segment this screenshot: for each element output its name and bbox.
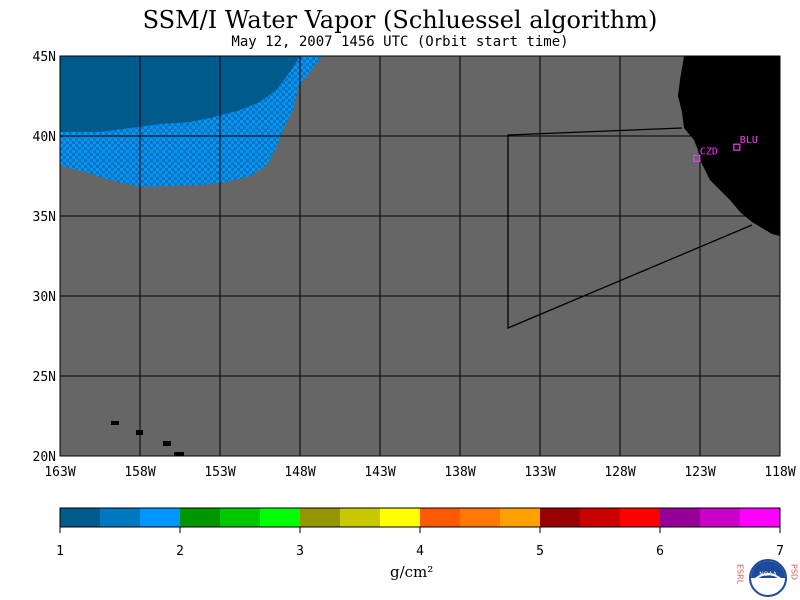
colorbar-swatch <box>500 508 540 527</box>
logo-center-text: NOAA <box>759 571 777 578</box>
lon-label: 128W <box>604 465 635 480</box>
colorbar-tick-label: 5 <box>536 544 544 559</box>
colorbar-swatch <box>540 508 580 527</box>
colorbar-swatch <box>420 508 460 527</box>
colorbar-swatch <box>460 508 500 527</box>
lon-label: 133W <box>524 465 555 480</box>
colorbar-swatch <box>300 508 340 527</box>
lon-label: 163W <box>44 465 75 480</box>
colorbar-swatch <box>380 508 420 527</box>
colorbar-swatch <box>220 508 260 527</box>
lat-label: 45N <box>33 50 56 65</box>
vapor-region-low <box>60 56 300 132</box>
colorbar-tick-label: 4 <box>416 544 424 559</box>
plot-frame <box>59 55 781 457</box>
colorbar-labels: 1 2 3 4 5 6 7 <box>56 527 784 559</box>
lat-label: 20N <box>33 450 56 465</box>
colorbar-tick-label: 7 <box>776 544 784 559</box>
colorbar-swatch <box>580 508 620 527</box>
colorbar-tick-label: 2 <box>176 544 184 559</box>
latitude-labels: 45N 40N 35N 30N 25N 20N <box>33 50 56 465</box>
station-markers: CZD BLU <box>693 135 758 162</box>
island-kauai <box>111 421 119 425</box>
lon-label: 118W <box>764 465 795 480</box>
logo-left-text: ESRL <box>736 564 745 585</box>
lat-label: 35N <box>33 210 56 225</box>
longitude-labels: 163W 158W 153W 148W 143W 138W 133W 128W 123W 118W <box>44 465 795 480</box>
lon-label: 143W <box>364 465 395 480</box>
lon-label: 148W <box>284 465 315 480</box>
colorbar-swatch <box>100 508 140 527</box>
island-maui <box>163 441 171 446</box>
colorbar-tick-label: 1 <box>56 544 64 559</box>
lat-label: 25N <box>33 370 56 385</box>
orbit-swath-boundary <box>507 127 753 329</box>
land-california <box>678 56 780 236</box>
colorbar <box>59 507 781 528</box>
lat-label: 30N <box>33 290 56 305</box>
colorbar-tick-label: 6 <box>656 544 664 559</box>
noaa-esrl-psd-logo: ESRL PSD NOAA <box>736 559 799 597</box>
lat-label: 40N <box>33 130 56 145</box>
station-label: BLU <box>740 135 758 146</box>
lon-label: 138W <box>444 465 475 480</box>
colorbar-tick-label: 3 <box>296 544 304 559</box>
logo-right-text: PSD <box>790 564 799 580</box>
station-label: CZD <box>700 146 718 157</box>
station-marker <box>693 154 701 162</box>
lon-label: 123W <box>684 465 715 480</box>
island-hawaii <box>174 452 184 456</box>
colorbar-swatch <box>700 508 740 527</box>
graticule <box>60 56 780 456</box>
colorbar-swatch <box>180 508 220 527</box>
colorbar-swatch <box>740 508 780 527</box>
map-title: SSM/I Water Vapor (Schluessel algorithm) <box>142 6 658 34</box>
lon-label: 153W <box>204 465 235 480</box>
colorbar-swatch <box>660 508 700 527</box>
colorbar-swatch <box>340 508 380 527</box>
station-marker <box>733 143 741 151</box>
colorbar-swatch <box>620 508 660 527</box>
colorbar-unit-label: g/cm² <box>390 563 434 581</box>
lon-label: 158W <box>124 465 155 480</box>
colorbar-swatch <box>140 508 180 527</box>
colorbar-swatch <box>260 508 300 527</box>
map-subtitle: May 12, 2007 1456 UTC (Orbit start time) <box>231 34 569 50</box>
colorbar-swatch <box>60 508 100 527</box>
